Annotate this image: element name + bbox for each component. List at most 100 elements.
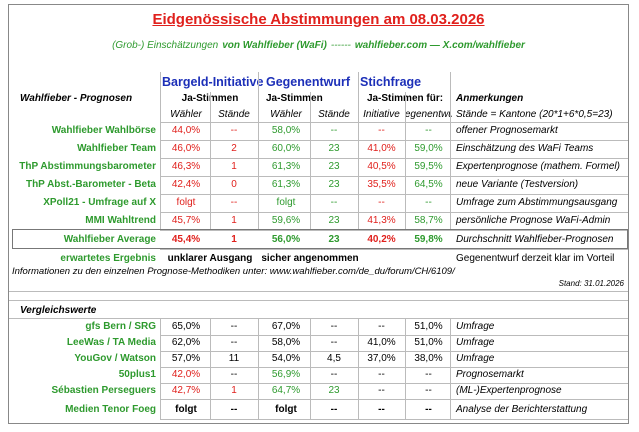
notes-header: Anmerkungen	[456, 93, 524, 104]
comparison-value: 11	[228, 353, 240, 364]
comparison-value: --	[425, 404, 432, 415]
forecast-value: --	[330, 197, 338, 208]
column-rule	[160, 72, 161, 92]
comparison-note: (ML-)Expertenprognose	[456, 385, 562, 396]
row-rule	[9, 300, 628, 301]
forecast-value: 60,0%	[271, 143, 301, 154]
average-label: Wahlfieber Average	[63, 233, 156, 245]
comparison-value: --	[330, 404, 338, 415]
comparison-note: Umfrage	[456, 321, 495, 332]
forecast-value: 1	[231, 161, 237, 172]
forecast-value: 46,3%	[171, 161, 201, 172]
expected-initiative: unklarer Ausgang	[167, 253, 253, 264]
comparison-label: gfs Bern / SRG	[85, 321, 156, 332]
sub-header: Initiative	[363, 109, 400, 120]
comparison-value: 1	[231, 385, 237, 396]
row-rule	[160, 212, 628, 213]
comparison-value: --	[330, 337, 338, 348]
column-rule	[310, 92, 311, 229]
comparison-label: Medien Tenor Foeg	[65, 404, 156, 415]
comparison-value: --	[230, 404, 238, 415]
row-rule	[160, 335, 628, 336]
comparison-value: --	[378, 404, 385, 415]
comparison-value: --	[378, 321, 385, 332]
row-rule	[160, 194, 628, 195]
subtitle-part: (Grob-) Einschätzungen	[112, 40, 219, 51]
forecast-value: --	[330, 125, 338, 136]
comparison-value: 64,7%	[271, 385, 301, 396]
forecast-value: 23	[328, 179, 340, 190]
average-value: 59,8%	[414, 233, 443, 245]
column-rule	[450, 92, 451, 229]
info-text: Informationen zu den einzelnen Prognose-…	[12, 266, 455, 278]
column-rule	[358, 318, 359, 419]
forecast-value: 61,3%	[271, 161, 301, 172]
forecast-value: --	[230, 125, 238, 136]
row-rule	[9, 291, 628, 292]
forecast-value: --	[230, 197, 238, 208]
comparison-value: 41,0%	[367, 337, 396, 348]
sub-header: Stände	[218, 109, 250, 120]
forecast-value: 61,3%	[271, 179, 301, 190]
table-frame	[8, 4, 629, 424]
average-value: 56,0%	[271, 233, 301, 245]
comparison-value: 62,0%	[171, 337, 201, 348]
sub-header: Wähler	[170, 109, 202, 120]
notes-sub-header: Stände = Kantone (20*1+6*0,5=23)	[456, 109, 613, 120]
forecast-note: neue Variante (Testversion)	[456, 179, 579, 190]
comparison-value: 65,0%	[171, 321, 201, 332]
comparison-label: LeeWas / TA Media	[66, 337, 156, 348]
forecast-label: XPoll21 - Umfrage auf X	[43, 197, 156, 208]
comparison-value: 42,0%	[171, 369, 201, 380]
comparison-value: 57,0%	[171, 353, 201, 364]
subtitle-part: wahlfieber.com — X.com/wahlfieber	[354, 40, 525, 51]
comparison-value: 4,5	[327, 353, 341, 364]
comparison-label: 50plus1	[118, 369, 156, 380]
row-rule	[160, 419, 628, 420]
forecast-value: 41,3%	[367, 215, 396, 226]
row-rule	[160, 248, 628, 250]
row-rule	[160, 351, 628, 352]
forecast-note: Expertenprognose (mathem. Formel)	[456, 161, 620, 172]
forecast-value: --	[378, 197, 385, 208]
subtitle: (Grob-) Einschätzungen von Wahlfieber (W…	[8, 38, 629, 54]
comparison-value: --	[230, 321, 238, 332]
column-rule	[358, 92, 359, 229]
sub-header: Gegenentwurf	[405, 109, 452, 120]
comparison-value: 54,0%	[271, 353, 301, 364]
forecast-value: 23	[328, 215, 340, 226]
column-rule	[450, 318, 451, 419]
group-header: Stichfrage	[360, 74, 422, 89]
forecast-note: Einschätzung des WaFi Teams	[456, 143, 594, 154]
column-rule	[258, 72, 259, 92]
comparison-value: --	[330, 321, 338, 332]
comparison-title: Vergleichswerte	[20, 305, 97, 316]
forecast-value: --	[425, 125, 432, 136]
forecast-label: MMI Wahltrend	[85, 215, 156, 226]
title: Eidgenössische Abstimmungen am 08.03.202…	[152, 10, 485, 28]
column-rule	[210, 318, 211, 419]
row-rule	[160, 367, 628, 368]
row-rule	[160, 383, 628, 384]
average-value: 23	[328, 233, 340, 245]
forecast-value: 23	[328, 143, 340, 154]
forecast-value: folgt	[176, 197, 196, 208]
comparison-value: 42,7%	[171, 385, 201, 396]
sub-header: Stände	[318, 109, 350, 120]
column-rule	[160, 92, 161, 229]
comparison-value: 23	[328, 385, 340, 396]
forecast-value: 44,0%	[171, 125, 201, 136]
row-rule	[160, 176, 628, 177]
comparison-value: 38,0%	[414, 353, 443, 364]
comparison-value: 51,0%	[414, 337, 443, 348]
average-box	[12, 229, 628, 249]
forecast-value: 23	[328, 161, 340, 172]
comparison-note: Umfrage	[456, 353, 495, 364]
forecast-value: 58,0%	[271, 125, 301, 136]
forecast-value: 35,5%	[367, 179, 396, 190]
sub-header: Wähler	[270, 109, 302, 120]
row-rule	[160, 158, 628, 159]
forecast-label: ThP Abstimmungsbarometer	[19, 161, 156, 172]
comparison-note: Prognosemarkt	[456, 369, 524, 380]
column-rule	[258, 92, 259, 229]
